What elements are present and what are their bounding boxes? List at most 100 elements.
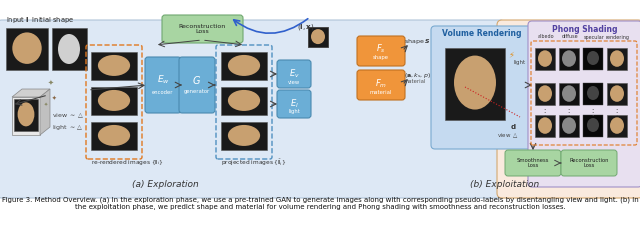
- Text: $F_s$: $F_s$: [376, 43, 386, 55]
- Text: (a) Exploration: (a) Exploration: [132, 180, 198, 189]
- FancyBboxPatch shape: [497, 20, 640, 198]
- Text: view $\triangle$: view $\triangle$: [497, 131, 518, 140]
- FancyBboxPatch shape: [357, 70, 405, 100]
- Ellipse shape: [12, 32, 42, 64]
- Ellipse shape: [18, 102, 35, 126]
- Text: rendering: rendering: [606, 34, 630, 40]
- Text: Input $\mathbf{I}$  Initial shape: Input $\mathbf{I}$ Initial shape: [6, 15, 74, 25]
- Text: material: material: [370, 90, 392, 94]
- Text: $E_v$: $E_v$: [289, 68, 300, 80]
- Text: specular: specular: [584, 34, 604, 40]
- Text: shape $\boldsymbol{S}$: shape $\boldsymbol{S}$: [404, 37, 431, 46]
- Ellipse shape: [610, 50, 624, 67]
- Ellipse shape: [562, 117, 576, 134]
- Text: projected images $\{\bar{\mathbf{I}}_i\}$: projected images $\{\bar{\mathbf{I}}_i\}…: [221, 158, 286, 168]
- Text: $(\mathbf{I},\mathbf{x})$: $(\mathbf{I},\mathbf{x})$: [297, 22, 315, 32]
- Ellipse shape: [228, 90, 260, 111]
- Text: ⋮: ⋮: [612, 108, 620, 117]
- FancyBboxPatch shape: [561, 150, 617, 176]
- Bar: [607, 83, 627, 105]
- FancyBboxPatch shape: [145, 57, 181, 113]
- Text: $\mathbf{d}$: $\mathbf{d}$: [510, 122, 516, 131]
- Bar: [445, 48, 505, 120]
- Text: ✦: ✦: [52, 96, 56, 101]
- Text: $E_w$: $E_w$: [157, 74, 170, 86]
- FancyBboxPatch shape: [162, 15, 243, 43]
- Ellipse shape: [538, 85, 552, 102]
- Text: ✦: ✦: [44, 103, 48, 108]
- Polygon shape: [12, 97, 40, 135]
- Polygon shape: [40, 89, 50, 135]
- Text: ⚡: ⚡: [508, 50, 514, 59]
- FancyBboxPatch shape: [179, 57, 215, 113]
- Bar: [91, 87, 137, 115]
- Bar: [91, 122, 137, 150]
- Bar: [583, 83, 603, 105]
- Text: ⋮: ⋮: [540, 108, 548, 117]
- Bar: [221, 52, 267, 80]
- Ellipse shape: [311, 29, 325, 44]
- Text: generator: generator: [184, 90, 210, 94]
- Bar: [559, 48, 579, 70]
- Bar: [308, 27, 328, 47]
- Bar: [6, 28, 48, 70]
- Text: diffuse: diffuse: [562, 34, 579, 40]
- Ellipse shape: [454, 56, 496, 110]
- Text: light: light: [514, 60, 526, 65]
- Text: material: material: [404, 79, 426, 84]
- Text: (b) Exploitation: (b) Exploitation: [470, 180, 540, 189]
- Text: Figure 3. Method Overview. (a) In the exploration phase, we use a pre-trained GA: Figure 3. Method Overview. (a) In the ex…: [2, 196, 638, 210]
- FancyBboxPatch shape: [357, 36, 405, 66]
- Text: $E_l$: $E_l$: [289, 98, 298, 110]
- Bar: [91, 52, 137, 80]
- Text: Phong Shading: Phong Shading: [552, 25, 618, 34]
- Text: Reconstruction
Loss: Reconstruction Loss: [179, 24, 226, 34]
- Ellipse shape: [228, 125, 260, 146]
- Ellipse shape: [98, 90, 130, 111]
- Bar: [583, 115, 603, 137]
- Ellipse shape: [562, 50, 576, 67]
- Bar: [607, 48, 627, 70]
- Text: light $\sim \triangle$: light $\sim \triangle$: [52, 123, 84, 132]
- Text: Volume Rendering: Volume Rendering: [442, 29, 522, 38]
- Bar: [535, 115, 555, 137]
- Text: Smoothness
Loss: Smoothness Loss: [516, 158, 549, 168]
- Ellipse shape: [587, 51, 599, 65]
- Ellipse shape: [98, 125, 130, 146]
- Text: light: light: [288, 110, 300, 115]
- Text: ⋮: ⋮: [588, 108, 596, 117]
- FancyBboxPatch shape: [431, 26, 534, 149]
- Bar: [221, 122, 267, 150]
- Polygon shape: [12, 89, 50, 97]
- Text: ⋮: ⋮: [564, 108, 572, 117]
- Text: $G$: $G$: [193, 74, 202, 86]
- Ellipse shape: [562, 85, 576, 102]
- Ellipse shape: [587, 86, 599, 100]
- Bar: [535, 48, 555, 70]
- Ellipse shape: [610, 117, 624, 134]
- Text: view $\sim \triangle$: view $\sim \triangle$: [52, 111, 84, 120]
- Ellipse shape: [538, 50, 552, 67]
- Text: albedo: albedo: [538, 34, 554, 40]
- Ellipse shape: [228, 55, 260, 76]
- Bar: [583, 48, 603, 70]
- Text: $F_m$: $F_m$: [375, 78, 387, 90]
- Bar: [559, 83, 579, 105]
- Ellipse shape: [610, 85, 624, 102]
- Bar: [559, 115, 579, 137]
- Bar: [535, 83, 555, 105]
- Text: ✦: ✦: [48, 80, 54, 86]
- Ellipse shape: [538, 117, 552, 134]
- FancyBboxPatch shape: [277, 90, 311, 118]
- Text: re-rendered images $\{\mathbf{I}_i\}$: re-rendered images $\{\mathbf{I}_i\}$: [91, 158, 163, 167]
- Text: Reconstruction
Loss: Reconstruction Loss: [569, 158, 609, 168]
- FancyBboxPatch shape: [528, 21, 640, 187]
- Text: view: view: [288, 79, 300, 85]
- Text: shape: shape: [373, 56, 389, 61]
- Ellipse shape: [58, 34, 80, 64]
- Text: encoder: encoder: [152, 90, 173, 94]
- Bar: [14, 99, 38, 131]
- FancyBboxPatch shape: [505, 150, 561, 176]
- Text: $(\mathbf{a}, k_s, p)$: $(\mathbf{a}, k_s, p)$: [404, 71, 431, 80]
- Ellipse shape: [587, 118, 599, 132]
